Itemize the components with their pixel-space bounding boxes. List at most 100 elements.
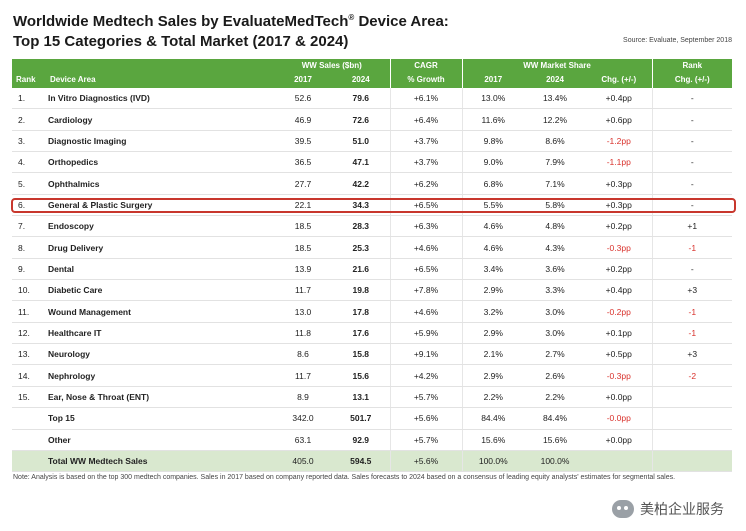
header-ww-share: WW Market Share (461, 59, 653, 72)
cell-m17: 6.8% (461, 172, 525, 195)
cell-rank: 4. (12, 151, 46, 174)
cell-name: Ophthalmics (46, 172, 274, 195)
cell-m24: 2.2% (524, 386, 587, 409)
cell-s17: 22.1 (274, 194, 332, 217)
cell-m24: 4.8% (524, 215, 587, 238)
total-cell-empty (586, 450, 653, 473)
cell-s17: 342.0 (274, 407, 332, 430)
cell-s17: 39.5 (274, 130, 332, 153)
cell-cagr: +7.8% (389, 279, 463, 302)
header-share-chg: Chg. (+/-) (586, 72, 653, 88)
cell-m24: 8.6% (524, 130, 587, 153)
cell-rank (12, 407, 46, 430)
cell-s24: 25.3 (332, 236, 391, 259)
cell-cagr: +6.5% (389, 258, 463, 281)
cell-rank: 3. (12, 130, 46, 153)
table-row: 14. Nephrology 11.7 15.6 +4.2% 2.9% 2.6% -0.3pp… (12, 364, 733, 387)
cell-chg: +0.0pp (586, 386, 653, 409)
cell-rank: 7. (12, 215, 46, 238)
cell-m17: 15.6% (461, 429, 525, 451)
cell-name: Dental (46, 258, 274, 281)
header-share-2017: 2017 (461, 72, 525, 88)
cell-chg: -1.2pp (586, 130, 653, 153)
cell-cagr: +3.7% (389, 130, 463, 153)
table-row: 10. Diabetic Care 11.7 19.8 +7.8% 2.9% 3.3% +0.… (12, 279, 733, 302)
cell-name: Drug Delivery (46, 236, 274, 259)
source-credit: Source: Evaluate, September 2018 (623, 37, 732, 44)
total-cell-s24: 594.5 (332, 450, 391, 473)
cell-rank: 14. (12, 364, 46, 387)
cell-s24: 17.6 (332, 322, 391, 345)
cell-rchg: - (651, 151, 733, 174)
cell-m17: 5.5% (461, 194, 525, 217)
cell-m17: 84.4% (461, 407, 525, 430)
cell-cagr: +6.3% (389, 215, 463, 238)
header-sales-2024: 2024 (332, 72, 391, 88)
cell-rchg (651, 429, 733, 451)
cell-cagr: +6.4% (389, 108, 463, 131)
cell-cagr: +6.5% (389, 194, 463, 217)
header-pct-growth: % Growth (389, 72, 463, 88)
cell-rchg: - (651, 108, 733, 131)
cell-rchg: - (651, 194, 733, 217)
cell-chg: -0.3pp (586, 236, 653, 259)
header-sales-2017: 2017 (274, 72, 332, 88)
table-row: 7. Endoscopy 18.5 28.3 +6.3% 4.6% 4.8% +0.2pp +1 (12, 215, 733, 238)
cell-m17: 11.6% (461, 108, 525, 131)
cell-name: Ear, Nose & Throat (ENT) (46, 386, 274, 409)
cell-s24: 21.6 (332, 258, 391, 281)
cell-s24: 51.0 (332, 130, 391, 153)
cell-s24: 19.8 (332, 279, 391, 302)
cell-s24: 15.8 (332, 343, 391, 366)
cell-s17: 11.7 (274, 279, 332, 302)
cell-s17: 52.6 (274, 88, 332, 110)
cell-m24: 7.9% (524, 151, 587, 174)
cell-rchg: +3 (651, 279, 733, 302)
cell-s24: 17.8 (332, 300, 391, 323)
cell-cagr: +9.1% (389, 343, 463, 366)
table-row: 3. Diagnostic Imaging 39.5 51.0 +3.7% 9.8% 8.6… (12, 130, 733, 153)
watermark-text: 美柏企业服务 (640, 501, 724, 517)
cell-rchg: -1 (651, 322, 733, 345)
cell-name: Orthopedics (46, 151, 274, 174)
cell-chg: +0.3pp (586, 172, 653, 195)
table-row: 11. Wound Management 13.0 17.8 +4.6% 3.2% 3.0%… (12, 300, 733, 323)
cell-m24: 12.2% (524, 108, 587, 131)
cell-m24: 3.6% (524, 258, 587, 281)
table-row: 12. Healthcare IT 11.8 17.6 +5.9% 2.9% 3.0% +0.… (12, 322, 733, 345)
cell-chg: +0.4pp (586, 279, 653, 302)
table-row: 5. Ophthalmics 27.7 42.2 +6.2% 6.8% 7.1% +0.3pp… (12, 172, 733, 195)
cell-s24: 42.2 (332, 172, 391, 195)
cell-s24: 92.9 (332, 429, 391, 451)
cell-name: Wound Management (46, 300, 274, 323)
cell-rank: 12. (12, 322, 46, 345)
cell-rchg: +3 (651, 343, 733, 366)
cell-s17: 18.5 (274, 215, 332, 238)
cell-m17: 2.9% (461, 364, 525, 387)
cell-rchg: -1 (651, 300, 733, 323)
cell-rchg: - (651, 88, 733, 110)
cell-name: Diagnostic Imaging (46, 130, 274, 153)
cell-cagr: +6.2% (389, 172, 463, 195)
cell-rchg: -2 (651, 364, 733, 387)
page-title: Worldwide Medtech Sales by EvaluateMedTe… (13, 8, 449, 52)
cell-s24: 15.6 (332, 364, 391, 387)
table-row: 13. Neurology 8.6 15.8 +9.1% 2.1% 2.7% +0.5pp +3 (12, 343, 733, 366)
cell-rank: 13. (12, 343, 46, 366)
table-body: 1. In Vitro Diagnostics (IVD) 52.6 79.6 +6.1… (12, 88, 733, 473)
cell-chg: -0.2pp (586, 300, 653, 323)
title-line2: Top 15 Categories & Total Market (2017 &… (13, 33, 349, 50)
total-cell-cagr: +5.6% (389, 450, 463, 473)
cell-rchg: -1 (651, 236, 733, 259)
header-cagr: CAGR (389, 59, 463, 72)
header-ww-sales: WW Sales ($bn) (274, 59, 391, 72)
table-row: 8. Drug Delivery 18.5 25.3 +4.6% 4.6% 4.3% -0.3… (12, 236, 733, 259)
table-row: 4. Orthopedics 36.5 47.1 +3.7% 9.0% 7.9% -1.1pp… (12, 151, 733, 174)
cell-chg: -0.3pp (586, 364, 653, 387)
cell-chg: +0.0pp (586, 429, 653, 451)
cell-rank (12, 429, 46, 451)
cell-cagr: +5.7% (389, 386, 463, 409)
table-row: 9. Dental 13.9 21.6 +6.5% 3.4% 3.6% +0.2pp - (12, 258, 733, 281)
cell-m24: 4.3% (524, 236, 587, 259)
cell-rank: 5. (12, 172, 46, 195)
